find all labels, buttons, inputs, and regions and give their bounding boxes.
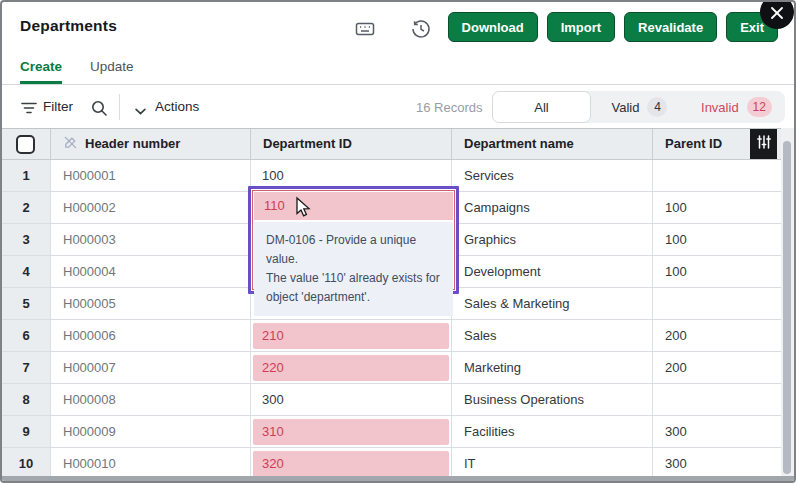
- department-name-cell[interactable]: Sales & Marketing: [451, 288, 652, 319]
- selected-cell-outline: 110 DM-0106 - Provide a unique value. Th…: [248, 186, 459, 294]
- page-title: Departments: [20, 17, 117, 35]
- revalidate-button[interactable]: Revalidate: [624, 12, 717, 42]
- vertical-scrollbar-thumb[interactable]: [783, 141, 791, 474]
- header-number-cell[interactable]: H000001: [50, 160, 250, 191]
- table-row: 7 H000007 220 Marketing 200: [2, 352, 782, 384]
- tab-update[interactable]: Update: [90, 52, 134, 84]
- toolbar: Filter Actions 16 Records All Valid 4 In…: [2, 86, 794, 128]
- parent-id-cell[interactable]: [652, 288, 783, 319]
- table-header: Header number Department ID Department n…: [2, 128, 783, 160]
- header-number-cell[interactable]: H000009: [50, 416, 250, 447]
- history-icon[interactable]: [410, 18, 432, 40]
- no-edit-icon: [63, 131, 78, 146]
- parent-id-cell[interactable]: 100: [652, 256, 783, 287]
- download-button[interactable]: Download: [448, 12, 538, 42]
- department-name-cell[interactable]: Marketing: [451, 352, 652, 383]
- parent-id-cell[interactable]: 100: [652, 224, 783, 255]
- error-message-line: The value '110' already exists for: [266, 269, 441, 288]
- error-message-line: object 'department'.: [266, 288, 441, 307]
- row-number-cell[interactable]: 8: [2, 384, 50, 415]
- selected-department-id-cell[interactable]: 110: [254, 192, 453, 220]
- validity-filter: All Valid 4 Invalid 12: [492, 91, 785, 123]
- row-number-cell[interactable]: 7: [2, 352, 50, 383]
- row-number-cell[interactable]: 3: [2, 224, 50, 255]
- row-number-cell[interactable]: 9: [2, 416, 50, 447]
- segment-all[interactable]: All: [492, 91, 591, 123]
- select-all-cell: [2, 129, 50, 159]
- invalid-count-badge: 12: [747, 97, 772, 117]
- department-id-cell[interactable]: 210: [250, 320, 451, 351]
- filter-button[interactable]: Filter: [43, 99, 73, 114]
- table-row: 8 H000008 300 Business Operations: [2, 384, 782, 416]
- departments-workbook-window: Departments Download Import Revalidate E…: [0, 0, 796, 483]
- close-icon: [771, 2, 783, 23]
- keyboard-icon[interactable]: [354, 18, 376, 40]
- department-id-cell[interactable]: 310: [250, 416, 451, 447]
- table-row: 6 H000006 210 Sales 200: [2, 320, 782, 352]
- action-buttons: Download Import Revalidate Exit: [448, 12, 778, 42]
- column-department-name[interactable]: Department name: [451, 129, 652, 159]
- parent-id-cell[interactable]: [652, 384, 783, 415]
- row-number-cell[interactable]: 1: [2, 160, 50, 191]
- search-icon[interactable]: [90, 99, 108, 117]
- row-number-cell[interactable]: 2: [2, 192, 50, 223]
- header-number-cell[interactable]: H000002: [50, 192, 250, 223]
- horizontal-scrollbar[interactable]: [2, 476, 794, 481]
- header-number-cell[interactable]: H000006: [50, 320, 250, 351]
- title-bar: Departments Download Import Revalidate E…: [2, 2, 794, 52]
- department-name-cell[interactable]: Development: [451, 256, 652, 287]
- row-number-cell[interactable]: 10: [2, 448, 50, 479]
- department-name-cell[interactable]: Services: [451, 160, 652, 191]
- chevron-down-icon[interactable]: [135, 103, 146, 114]
- department-name-cell[interactable]: Business Operations: [451, 384, 652, 415]
- error-message-line: DM-0106 - Provide a unique value.: [266, 231, 441, 269]
- column-department-id[interactable]: Department ID: [250, 129, 451, 159]
- department-id-cell[interactable]: 220: [250, 352, 451, 383]
- toolbar-divider: [119, 94, 120, 120]
- department-name-cell[interactable]: IT: [451, 448, 652, 479]
- actions-menu-button[interactable]: Actions: [155, 99, 199, 114]
- parent-id-cell[interactable]: 200: [652, 352, 783, 383]
- tab-create[interactable]: Create: [20, 52, 62, 84]
- department-name-cell[interactable]: Campaigns: [451, 192, 652, 223]
- table-row: 9 H000009 310 Facilities 300: [2, 416, 782, 448]
- parent-id-cell[interactable]: [652, 160, 783, 191]
- row-number-cell[interactable]: 6: [2, 320, 50, 351]
- parent-id-cell[interactable]: 300: [652, 448, 783, 479]
- valid-count-badge: 4: [647, 97, 667, 117]
- column-header-number[interactable]: Header number: [50, 129, 250, 159]
- department-id-cell[interactable]: 300: [250, 384, 451, 415]
- sheet-tabs: Create Update: [2, 52, 794, 85]
- header-number-cell[interactable]: H000007: [50, 352, 250, 383]
- header-number-cell[interactable]: H000003: [50, 224, 250, 255]
- column-settings-button[interactable]: [750, 129, 777, 159]
- row-number-cell[interactable]: 4: [2, 256, 50, 287]
- department-name-cell[interactable]: Facilities: [451, 416, 652, 447]
- parent-id-cell[interactable]: 100: [652, 192, 783, 223]
- parent-id-cell[interactable]: 200: [652, 320, 783, 351]
- segment-invalid[interactable]: Invalid 12: [688, 91, 785, 123]
- department-name-cell[interactable]: Sales: [451, 320, 652, 351]
- import-button[interactable]: Import: [547, 12, 615, 42]
- header-number-cell[interactable]: H000004: [50, 256, 250, 287]
- invalid-cell-border: 110 DM-0106 - Provide a unique value. Th…: [252, 190, 455, 290]
- row-number-cell[interactable]: 5: [2, 288, 50, 319]
- header-number-cell[interactable]: H000008: [50, 384, 250, 415]
- header-number-cell[interactable]: H000010: [50, 448, 250, 479]
- segment-valid[interactable]: Valid 4: [591, 91, 688, 123]
- parent-id-cell[interactable]: 300: [652, 416, 783, 447]
- records-count: 16 Records: [416, 100, 482, 115]
- select-all-checkbox[interactable]: [16, 135, 35, 154]
- header-number-cell[interactable]: H000005: [50, 288, 250, 319]
- filter-lines-icon[interactable]: [20, 99, 38, 117]
- department-name-cell[interactable]: Graphics: [451, 224, 652, 255]
- department-id-cell[interactable]: 320: [250, 448, 451, 479]
- validation-error-tooltip: DM-0106 - Provide a unique value. The va…: [254, 222, 453, 316]
- column-settings-icon: [756, 134, 772, 154]
